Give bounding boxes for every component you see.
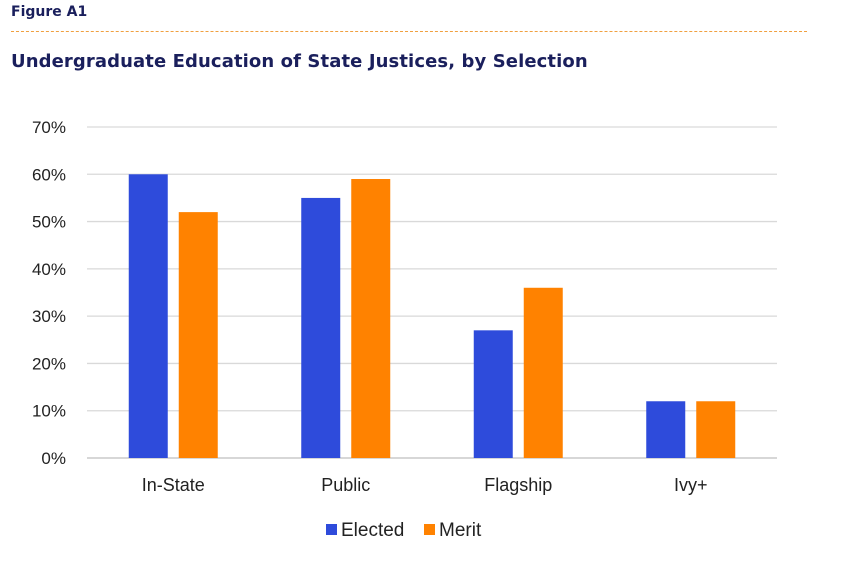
bar-merit-public (351, 179, 391, 458)
bar-elected-ivy- (646, 401, 686, 458)
x-category-label: Ivy+ (674, 475, 708, 495)
bars (128, 174, 736, 459)
bar-merit-in-state (178, 212, 218, 458)
y-tick-label: 50% (32, 213, 66, 232)
y-tick-label: 60% (32, 165, 66, 184)
legend-label-elected: Elected (341, 520, 404, 541)
y-tick-label: 0% (41, 449, 66, 468)
y-tick-label: 10% (32, 402, 66, 421)
figure-label: Figure A1 (11, 4, 88, 20)
y-tick-label: 70% (32, 118, 66, 137)
y-axis-ticks: 0% 10% 20% 30% 40% 50% 60% 70% (32, 118, 66, 468)
legend: Elected Merit (326, 520, 482, 541)
legend-label-merit: Merit (439, 520, 482, 541)
x-category-label: Public (321, 475, 370, 495)
y-tick-label: 40% (32, 260, 66, 279)
bar-merit-flagship (523, 287, 563, 458)
dashed-divider (11, 31, 807, 32)
legend-swatch-elected (326, 524, 337, 535)
x-category-label: Flagship (484, 475, 552, 495)
chart-title: Undergraduate Education of State Justice… (11, 51, 588, 72)
x-category-label: In-State (142, 475, 205, 495)
y-tick-label: 30% (32, 307, 66, 326)
bar-elected-public (301, 197, 341, 458)
bar-elected-flagship (473, 330, 513, 458)
legend-swatch-merit (424, 524, 435, 535)
x-axis-labels: In-State Public Flagship Ivy+ (142, 475, 708, 495)
y-tick-label: 20% (32, 354, 66, 373)
bar-merit-ivy- (696, 401, 736, 458)
bar-elected-in-state (128, 174, 168, 459)
